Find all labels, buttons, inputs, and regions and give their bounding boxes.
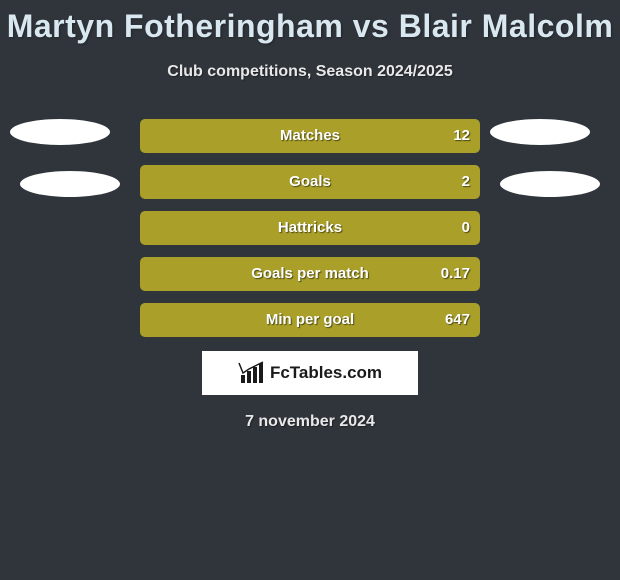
stat-row: Goals2 — [0, 165, 620, 199]
stat-bar-fill — [141, 304, 479, 336]
stat-bar-fill — [141, 212, 479, 244]
vs-text: vs — [353, 8, 390, 44]
stat-bar-track — [140, 165, 480, 199]
stat-row: Hattricks0 — [0, 211, 620, 245]
subtitle: Club competitions, Season 2024/2025 — [0, 63, 620, 81]
stats-chart: Matches12 Goals2 Hattricks0 Goals per match… — [0, 119, 620, 337]
bar-chart-icon — [238, 361, 266, 385]
player2-name: Blair Malcolm — [399, 8, 614, 44]
stat-bar-track — [140, 303, 480, 337]
stat-value: 2 — [462, 165, 470, 199]
stat-value: 647 — [445, 303, 470, 337]
logo-text: FcTables.com — [270, 363, 382, 383]
stat-value: 0 — [462, 211, 470, 245]
player1-name: Martyn Fotheringham — [7, 8, 344, 44]
stat-bar-fill — [141, 166, 479, 198]
date-text: 7 november 2024 — [0, 413, 620, 431]
stat-bar-fill — [141, 258, 479, 290]
stat-bar-fill — [141, 120, 479, 152]
stat-bar-track — [140, 119, 480, 153]
fctables-logo: FcTables.com — [202, 351, 418, 395]
stat-bar-track — [140, 257, 480, 291]
stat-value: 12 — [453, 119, 470, 153]
comparison-title: Martyn Fotheringham vs Blair Malcolm — [0, 0, 620, 45]
stat-bar-track — [140, 211, 480, 245]
stat-value: 0.17 — [441, 257, 470, 291]
stat-row: Min per goal647 — [0, 303, 620, 337]
stat-row: Goals per match0.17 — [0, 257, 620, 291]
stat-row: Matches12 — [0, 119, 620, 153]
